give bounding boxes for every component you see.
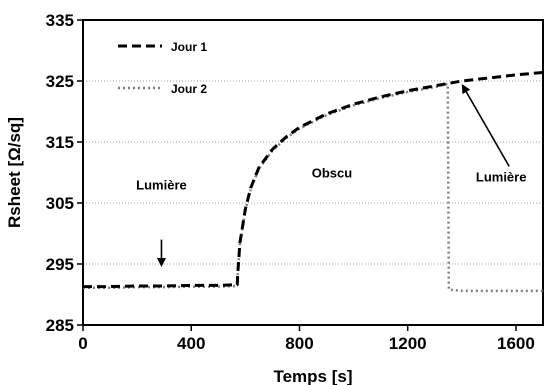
annotation-lumiere-1: Lumière	[136, 178, 187, 193]
plot-area	[82, 19, 544, 326]
series-group	[83, 70, 544, 293]
y-tick-label-315: 315	[46, 133, 74, 152]
y-tick-label-335: 335	[46, 11, 74, 30]
axis-ticks: 285 295 305 315 325 335 0 400 800 1200 1600	[46, 11, 535, 353]
arrowhead-lumiere-1	[156, 258, 166, 268]
y-tick-label-325: 325	[46, 72, 74, 91]
y-tick-label-295: 295	[46, 255, 74, 274]
y-axis-title: Rsheet [Ω/sq]	[5, 117, 24, 228]
y-tick-label-305: 305	[46, 194, 74, 213]
legend: Jour 1 Jour 2	[118, 40, 207, 96]
series-line-jour-2	[83, 82, 543, 293]
arrow-lumiere-2	[465, 91, 510, 167]
x-tick-label-800: 800	[285, 334, 313, 353]
arrowhead-lumiere-2	[461, 84, 471, 95]
x-tick-label-400: 400	[177, 334, 205, 353]
annotation-lumiere-2: Lumière	[476, 170, 527, 185]
x-tick-label-0: 0	[78, 334, 87, 353]
legend-label-jour-2: Jour 2	[171, 82, 207, 96]
annotation-obscu: Obscu	[312, 166, 353, 181]
y-tick-label-285: 285	[46, 316, 74, 335]
x-tick-label-1200: 1200	[389, 334, 427, 353]
x-axis-title: Temps [s]	[273, 367, 352, 385]
legend-label-jour-1: Jour 1	[171, 40, 207, 54]
series-line-jour-1	[83, 70, 544, 289]
x-tick-label-1600: 1600	[497, 334, 535, 353]
